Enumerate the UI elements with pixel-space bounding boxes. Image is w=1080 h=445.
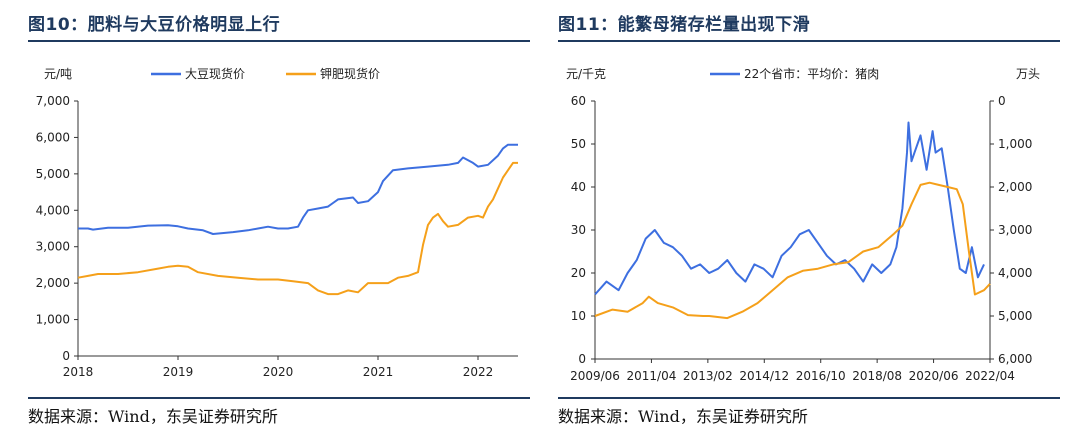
- left-y-tick-label: 0: [578, 352, 586, 366]
- x-tick-label: 2009/06: [570, 369, 620, 383]
- y-tick-label: 5,000: [36, 167, 70, 181]
- x-tick-label: 2022/04: [965, 369, 1015, 383]
- soybean-price-line: [78, 143, 518, 235]
- x-tick-label: 2016/10: [796, 369, 846, 383]
- x-tick-label: 2018/08: [852, 369, 902, 383]
- left-chart-panel: 图10：肥料与大豆价格明显上行 0 1,000 2,000 3,000 4,000 5,0…: [28, 0, 530, 445]
- legend-label: 22个省市：平均价：猪肉: [744, 66, 879, 81]
- left-y-tick-label: 30: [571, 223, 586, 237]
- x-tick-label: 2021: [363, 365, 394, 379]
- right-source-rule: [558, 397, 1060, 399]
- right-y-tick-label: 3,000: [998, 223, 1032, 237]
- right-chart-panel: 图11：能繁母猪存栏量出现下滑 0 10 20 30 40 50 60 0 1,000 2,000…: [558, 0, 1060, 445]
- y-tick-label: 0: [62, 349, 70, 363]
- left-chart-svg: 0 1,000 2,000 3,000 4,000 5,000 6,000 7,000 2018…: [36, 66, 518, 379]
- right-y-tick-label: 1,000: [998, 137, 1032, 151]
- y-tick-label: 3,000: [36, 240, 70, 254]
- right-chart-title: 图11：能繁母猪存栏量出现下滑: [558, 15, 811, 35]
- right-title-rule: [558, 40, 1060, 42]
- y-tick-label: 4,000: [36, 203, 70, 217]
- y-axis-unit-label: 元/吨: [44, 67, 72, 81]
- sow-inventory-line: [594, 181, 991, 320]
- left-chart-title: 图10：肥料与大豆价格明显上行: [28, 15, 281, 35]
- left-y-tick-label: 50: [571, 137, 586, 151]
- right-source-note: 数据来源：Wind，东吴证券研究所: [558, 407, 808, 426]
- x-tick-label: 2011/04: [626, 369, 676, 383]
- y-tick-label: 1,000: [36, 313, 70, 327]
- right-chart-svg: 0 10 20 30 40 50 60 0 1,000 2,000 3,000 4,000 5,000 6…: [566, 66, 1040, 383]
- right-y-tick-label: 0: [998, 94, 1006, 108]
- right-y-tick-label: 5,000: [998, 309, 1032, 323]
- y-tick-label: 7,000: [36, 94, 70, 108]
- x-tick-label: 2019: [163, 365, 194, 379]
- right-y-tick-label: 4,000: [998, 266, 1032, 280]
- y-tick-label: 6,000: [36, 130, 70, 144]
- left-y-tick-label: 40: [571, 180, 586, 194]
- left-title-rule: [28, 40, 530, 42]
- pork-price-line: [594, 121, 985, 296]
- x-tick-label: 2018: [63, 365, 94, 379]
- y-tick-label: 2,000: [36, 276, 70, 290]
- legend-label: 钾肥现货价: [320, 66, 380, 81]
- left-y-tick-label: 60: [571, 94, 586, 108]
- left-y-tick-label: 10: [571, 309, 586, 323]
- x-tick-label: 2014/12: [739, 369, 789, 383]
- left-y-axis-unit-label: 元/千克: [566, 67, 606, 81]
- legend-label: 大豆现货价: [185, 66, 245, 81]
- potash-price-line: [77, 161, 518, 296]
- x-tick-label: 2020: [263, 365, 294, 379]
- x-tick-label: 2020/06: [909, 369, 959, 383]
- x-tick-label: 2022: [463, 365, 494, 379]
- right-y-tick-label: 6,000: [998, 352, 1032, 366]
- right-y-axis-unit-label: 万头: [1016, 67, 1040, 81]
- left-y-tick-label: 20: [571, 266, 586, 280]
- x-tick-label: 2013/02: [683, 369, 733, 383]
- left-source-note: 数据来源：Wind，东吴证券研究所: [28, 407, 278, 426]
- right-y-tick-label: 2,000: [998, 180, 1032, 194]
- left-source-rule: [28, 397, 530, 399]
